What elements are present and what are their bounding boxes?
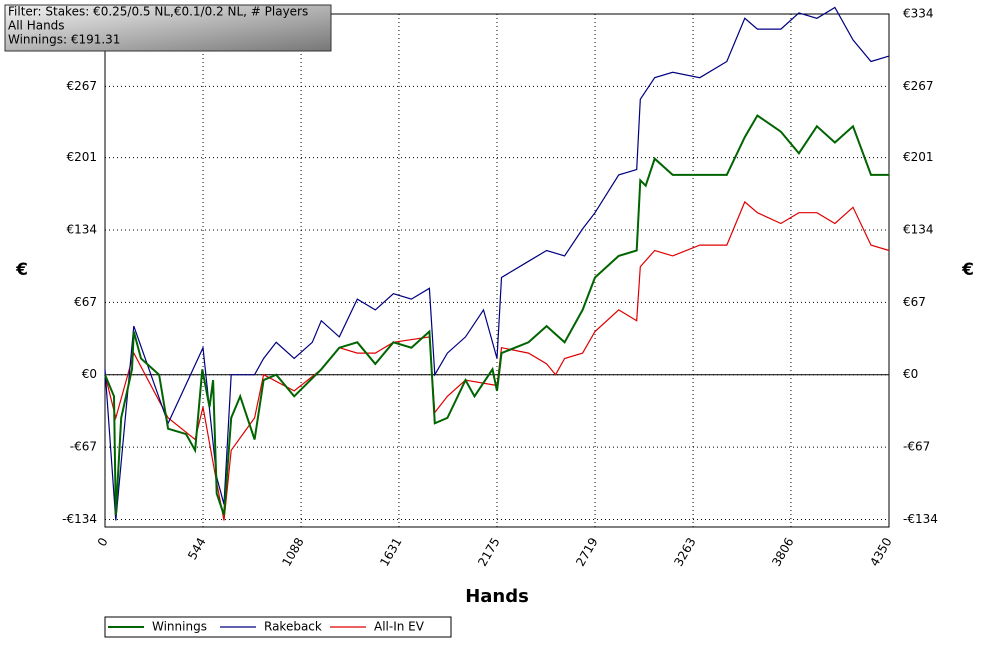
line-series — [104, 114, 889, 516]
x-tick-label: 0 — [95, 535, 111, 549]
x-tick-label: 2175 — [475, 535, 502, 568]
line-series — [104, 6, 890, 521]
filter-text: Winnings: €191.31 — [8, 33, 120, 47]
y2-tick-label: €134 — [903, 223, 934, 237]
x-axis-label: Hands — [465, 586, 529, 607]
filter-text: All Hands — [8, 19, 65, 33]
y2-tick-label: €0 — [903, 367, 918, 381]
legend — [104, 616, 452, 638]
y2-tick-label: €267 — [903, 79, 934, 93]
x-tick-label: 4350 — [867, 535, 894, 568]
filter-background — [4, 4, 332, 52]
y-tick-label: €201 — [66, 150, 97, 164]
y-tick-label: -€67 — [70, 440, 97, 454]
legend-label: Winnings — [152, 620, 207, 634]
x-tick-label: 544 — [185, 535, 209, 562]
y-tick-label: €267 — [66, 79, 97, 93]
legend-label: Rakeback — [264, 620, 322, 634]
y-tick-label: €0 — [82, 367, 97, 381]
y-tick-label: €134 — [66, 223, 97, 237]
x-tick-label: 3806 — [769, 535, 796, 568]
y2-tick-label: €67 — [903, 295, 926, 309]
y2-tick-label: -€134 — [903, 512, 938, 526]
filter-box: Filter: Stakes: €0.25/0.5 NL,€0.1/0.2 NL… — [4, 4, 332, 52]
y2-tick-label: €201 — [903, 150, 934, 164]
grid — [104, 13, 890, 527]
x-tick-label: 1631 — [377, 535, 404, 568]
x-tick-label: 3263 — [671, 535, 698, 568]
x-tick-label: 1088 — [279, 535, 306, 568]
line-series — [104, 200, 890, 521]
y-tick-label: -€134 — [62, 512, 97, 526]
y2-tick-label: €334 — [903, 7, 934, 21]
x-tick-label: 2719 — [573, 535, 600, 568]
y2-axis-label: € — [961, 260, 974, 280]
y-axis-label: € — [15, 260, 28, 280]
y2-tick-label: -€67 — [903, 440, 930, 454]
filter-text: Filter: Stakes: €0.25/0.5 NL,€0.1/0.2 NL… — [8, 5, 308, 19]
y-tick-label: €67 — [74, 295, 97, 309]
legend-label: All-In EV — [374, 620, 425, 634]
